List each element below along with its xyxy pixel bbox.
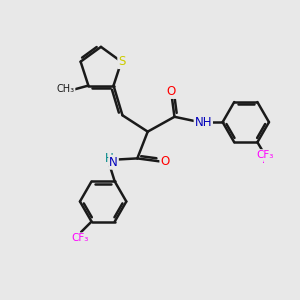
Text: CF₃: CF₃ — [256, 150, 274, 160]
Text: F: F — [267, 151, 273, 161]
Text: S: S — [118, 55, 126, 68]
Text: F: F — [262, 155, 268, 165]
Text: CF₃: CF₃ — [71, 233, 88, 243]
Text: N: N — [109, 156, 118, 169]
Text: H: H — [104, 152, 113, 165]
Text: NH: NH — [194, 116, 212, 129]
Text: F: F — [257, 151, 263, 161]
Text: O: O — [167, 85, 176, 98]
Text: CH₃: CH₃ — [56, 83, 75, 94]
Text: O: O — [160, 155, 170, 168]
